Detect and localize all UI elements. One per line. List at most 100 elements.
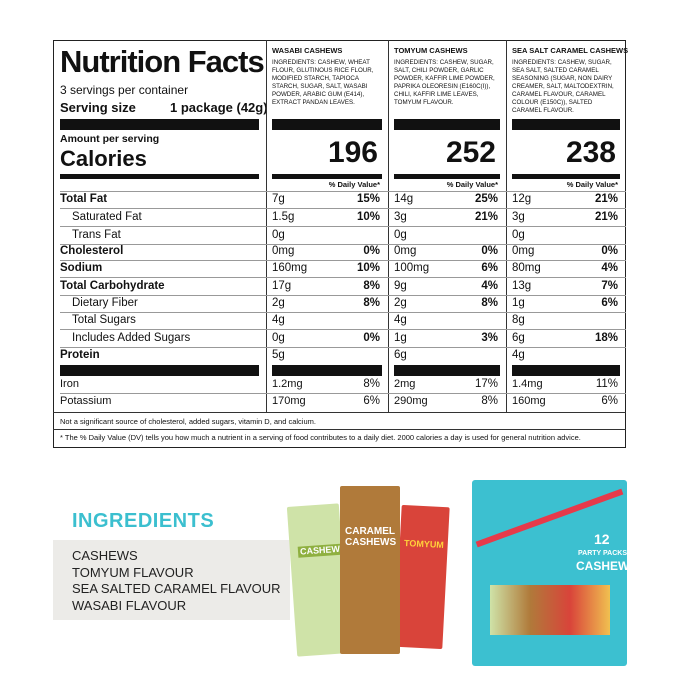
amount: 160mg (512, 395, 546, 407)
footnote-rule (53, 429, 626, 430)
amount: 0mg (512, 245, 535, 257)
thick-rule (512, 365, 620, 376)
serving-size-value: 1 package (42g) (170, 100, 268, 115)
amount: 0mg (394, 245, 417, 257)
amount: 4g (512, 349, 525, 361)
row-rule (60, 191, 626, 192)
daily-value: 21% (474, 211, 498, 223)
nutrient-name: Includes Added Sugars (72, 332, 191, 344)
amount: 170mg (272, 395, 306, 407)
daily-value: 17% (474, 378, 498, 390)
row-rule (60, 208, 626, 209)
amount: 160mg (272, 262, 308, 274)
nutrient-name: Cholesterol (60, 245, 124, 257)
nutrient-name: Saturated Fat (72, 211, 142, 223)
thick-rule (394, 119, 500, 130)
amount: 0g (394, 229, 407, 241)
thick-rule (512, 119, 620, 130)
calories-value: 238 (565, 136, 616, 169)
amount: 0g (272, 332, 285, 344)
daily-value-header: % Daily Value* (328, 180, 380, 189)
ingredient-item: WASABI FLAVOUR (72, 597, 187, 613)
row-rule (60, 226, 626, 227)
nutrient-name: Dietary Fiber (72, 297, 138, 309)
servings: 3 servings per container (60, 83, 189, 97)
daily-value: 25% (474, 193, 498, 205)
daily-value: 7% (601, 280, 618, 292)
product-ingredients: INGREDIENTS: CASHEW, SUGAR, SALT, CHILI … (394, 59, 495, 107)
medium-rule (394, 174, 500, 179)
daily-value: 3% (481, 332, 498, 344)
amount: 5g (272, 349, 285, 361)
daily-value-header: % Daily Value* (566, 180, 618, 189)
thick-rule (272, 365, 382, 376)
nutrient-name: Iron (60, 378, 79, 390)
daily-value: 6% (601, 395, 618, 407)
amount: 3g (394, 211, 407, 223)
product-name: TOMYUM CASHEWS (394, 46, 468, 55)
amount-per-serving: Amount per serving (60, 133, 160, 145)
nutrient-name: Total Carbohydrate (60, 280, 165, 292)
calories-value: 196 (327, 136, 378, 169)
daily-value: 10% (356, 211, 380, 223)
amount: 2g (272, 297, 285, 309)
footnote: Not a significant source of cholesterol,… (60, 417, 316, 426)
daily-value: 11% (595, 378, 618, 390)
amount: 1g (394, 332, 407, 344)
box-product: CASHEW (576, 559, 630, 573)
amount: 6g (512, 332, 525, 344)
daily-value: 10% (356, 262, 380, 274)
daily-value: 0% (481, 245, 498, 257)
pack-label: CARAMEL CASHEWS (345, 526, 397, 548)
ingredients-title: INGREDIENTS (72, 510, 215, 532)
footnote-rule (53, 412, 626, 413)
amount: 0mg (272, 245, 295, 257)
daily-value-header: % Daily Value* (446, 180, 498, 189)
daily-value: 4% (601, 262, 618, 274)
nutrient-name: Protein (60, 349, 100, 361)
amount: 1g (512, 297, 525, 309)
product-name: WASABI CASHEWS (272, 46, 343, 55)
calories-value: 252 (445, 136, 496, 169)
product-ingredients: INGREDIENTS: CASHEW, SUGAR, SEA SALT, SA… (512, 59, 614, 115)
row-rule (60, 393, 626, 394)
calories-label: Calories (60, 146, 147, 171)
nutrient-name: Total Sugars (72, 314, 136, 326)
amount: 290mg (394, 395, 428, 407)
thick-rule (60, 365, 259, 376)
ingredient-item: SEA SALTED CARAMEL FLAVOUR (72, 581, 281, 596)
row-rule (60, 329, 626, 330)
amount: 14g (394, 193, 414, 205)
medium-rule (60, 174, 259, 179)
thick-rule (60, 119, 259, 130)
caramel-pack (340, 486, 400, 654)
thick-rule (272, 119, 382, 130)
amount: 8g (512, 314, 525, 326)
ingredient-item: CASHEWS (72, 548, 138, 563)
box-window (490, 585, 610, 635)
daily-value: 8% (363, 280, 380, 292)
amount: 2g (394, 297, 407, 309)
daily-value: 6% (363, 395, 380, 407)
amount: 13g (512, 280, 532, 292)
amount: 1.4mg (512, 378, 543, 390)
product-name: SEA SALT CARAMEL CASHEWS (512, 46, 629, 55)
thick-rule (394, 365, 500, 376)
daily-value: 0% (363, 332, 380, 344)
tomyum-pack (394, 504, 450, 650)
daily-value: 21% (594, 211, 618, 223)
daily-value: 4% (481, 280, 498, 292)
amount: 4g (394, 314, 407, 326)
amount: 1.2mg (272, 378, 303, 390)
daily-value: 6% (601, 297, 618, 309)
daily-value: 0% (601, 245, 618, 257)
amount: 80mg (512, 262, 541, 274)
box (472, 480, 627, 666)
daily-value: 8% (363, 297, 380, 309)
row-rule (60, 312, 626, 313)
medium-rule (272, 174, 382, 179)
amount: 12g (512, 193, 532, 205)
daily-value: 8% (363, 378, 380, 390)
amount: 2mg (394, 378, 416, 390)
box-count: 12 (594, 531, 610, 547)
